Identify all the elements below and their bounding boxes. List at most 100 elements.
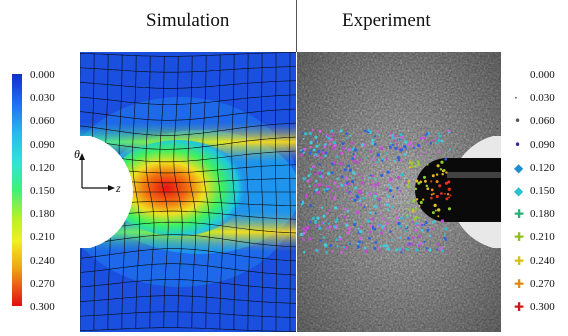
- dic-marker: [388, 189, 392, 193]
- dic-marker: [331, 250, 334, 253]
- dic-marker: [329, 194, 333, 197]
- dic-marker: [385, 188, 389, 191]
- mesh-line: [80, 94, 296, 105]
- dic-marker: [414, 248, 419, 252]
- dic-marker: [391, 170, 394, 173]
- dic-marker: [348, 242, 351, 245]
- dic-marker: [322, 222, 325, 225]
- dic-marker: [309, 178, 313, 181]
- dic-marker: [315, 144, 319, 148]
- dic-marker: [372, 205, 376, 208]
- dic-marker: [400, 251, 403, 254]
- colorbar-tick-label: 0.060: [30, 115, 55, 128]
- dic-marker: [380, 231, 384, 235]
- dic-marker: [359, 226, 362, 229]
- dic-marker: [447, 180, 451, 184]
- dic-marker: [449, 194, 452, 197]
- experiment-title: Experiment: [342, 10, 431, 31]
- dic-marker: [309, 167, 313, 171]
- dic-marker: [316, 190, 320, 195]
- dic-marker: [346, 231, 350, 235]
- dic-marker: [315, 224, 319, 228]
- mesh-line: [80, 136, 296, 150]
- colorbar-tick-label: 0.180: [30, 208, 55, 221]
- dic-marker: [357, 190, 361, 194]
- dic-marker: [399, 159, 403, 162]
- dic-marker: [347, 164, 351, 168]
- mesh-line: [145, 56, 155, 328]
- dic-marker: [382, 169, 385, 173]
- dic-marker: [386, 208, 390, 211]
- dic-marker: [369, 149, 373, 153]
- dic-marker: [398, 193, 401, 196]
- dic-marker: [321, 151, 325, 155]
- legend-tick-label: 0.270: [530, 277, 555, 290]
- dic-marker: [435, 194, 439, 199]
- dic-marker: [357, 240, 361, 244]
- dic-marker: [374, 212, 377, 215]
- dic-marker: [371, 138, 375, 142]
- dic-marker: [389, 186, 393, 189]
- mesh-line: [80, 279, 296, 290]
- mesh-line: [81, 234, 296, 248]
- dic-marker: [391, 205, 394, 209]
- dic-marker: [344, 176, 348, 180]
- dic-marker: [331, 189, 334, 192]
- z-label: z: [115, 181, 121, 195]
- dic-marker: [433, 203, 437, 208]
- dic-marker: [337, 188, 340, 191]
- mesh-line: [80, 53, 82, 331]
- dic-marker: [333, 143, 337, 148]
- dic-marker: [370, 183, 373, 186]
- dic-marker: [375, 205, 378, 208]
- dic-marker: [391, 143, 394, 146]
- dic-marker: [357, 173, 361, 177]
- dic-marker: [443, 192, 446, 195]
- coordinate-axis: θ z: [74, 148, 121, 195]
- legend-tick-label: 0.030: [530, 92, 555, 105]
- dic-marker: [415, 222, 418, 226]
- dic-marker: [302, 251, 306, 254]
- dic-marker: [429, 180, 433, 183]
- dic-marker: [341, 146, 345, 150]
- dic-marker: [434, 209, 437, 212]
- dic-marker: [425, 184, 429, 188]
- mesh-line: [80, 263, 296, 276]
- dic-marker: [438, 134, 442, 138]
- dic-marker: [335, 238, 339, 241]
- dic-marker: [373, 186, 375, 188]
- mesh-line: [275, 52, 277, 332]
- dic-marker: [328, 225, 332, 229]
- dic-marker: [435, 173, 439, 176]
- legend-tick-label: 0.000: [530, 69, 555, 81]
- dic-marker: [428, 248, 432, 252]
- dic-marker: [314, 139, 318, 143]
- dic-marker: [406, 202, 409, 204]
- dic-marker: [419, 180, 423, 184]
- dic-marker: [360, 143, 364, 147]
- dic-marker: [446, 250, 449, 254]
- dic-marker: [400, 172, 404, 177]
- legend-marker: ✚: [514, 276, 525, 291]
- dic-marker: [395, 216, 399, 220]
- dic-marker: [352, 171, 356, 175]
- dic-marker: [423, 179, 427, 183]
- dic-marker: [376, 181, 380, 185]
- dic-marker: [318, 163, 321, 166]
- dic-marker: [309, 173, 312, 176]
- dic-marker: [309, 204, 313, 208]
- dic-marker: [407, 143, 411, 147]
- dic-marker: [328, 197, 331, 199]
- colorbar-tick-label: 0.000: [30, 69, 55, 81]
- dic-marker: [351, 198, 353, 201]
- dic-marker: [374, 183, 377, 187]
- dic-marker: [344, 207, 347, 211]
- dic-marker: [340, 202, 343, 205]
- dic-marker: [381, 159, 384, 163]
- dic-marker: [414, 164, 417, 167]
- dic-marker: [358, 133, 361, 135]
- dic-marker: [389, 230, 392, 233]
- dic-marker: [425, 132, 429, 135]
- dic-marker: [354, 186, 358, 190]
- dic-marker: [423, 240, 426, 243]
